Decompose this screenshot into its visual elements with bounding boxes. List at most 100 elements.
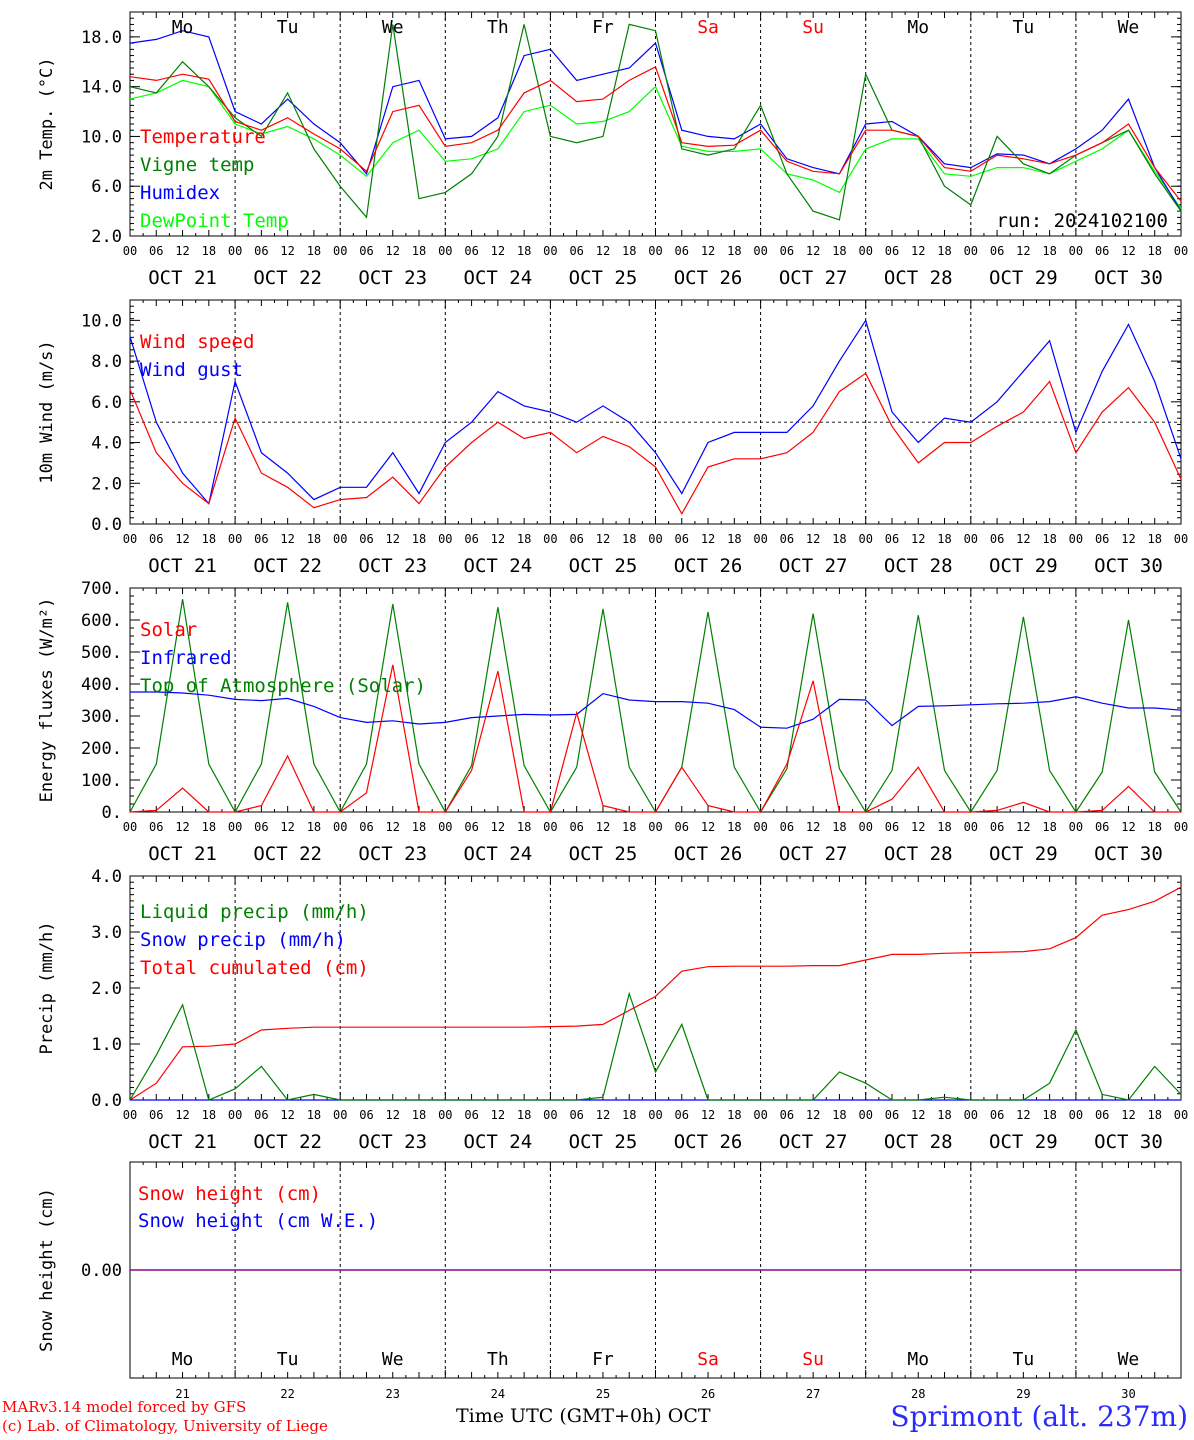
- hour-tick-label: 00: [333, 244, 347, 258]
- hour-tick-label: 18: [307, 532, 321, 546]
- legend-entry: Vigne temp: [140, 154, 254, 176]
- hour-tick-label: 00: [333, 820, 347, 834]
- hour-tick-label: 00: [228, 820, 242, 834]
- hour-tick-label: 12: [491, 532, 505, 546]
- y-axis-label: 2m Temp. (°C): [37, 57, 57, 190]
- hour-tick-label: 06: [464, 1108, 478, 1122]
- date-label: OCT 24: [464, 843, 533, 865]
- hour-tick-label: 18: [307, 1108, 321, 1122]
- hour-tick-label: 00: [858, 1108, 872, 1122]
- hour-tick-label: 00: [858, 820, 872, 834]
- date-label: OCT 22: [253, 843, 322, 865]
- date-label: OCT 25: [569, 1131, 638, 1153]
- hour-tick-label: 12: [386, 1108, 400, 1122]
- y-tick-label: 3.0: [91, 923, 122, 943]
- hour-tick-label: 06: [569, 532, 583, 546]
- hour-tick-label: 18: [1042, 1108, 1056, 1122]
- y-tick-label: 8.0: [91, 352, 122, 372]
- date-label: OCT 30: [1094, 267, 1163, 289]
- weekday-label-bottom: We: [1118, 1349, 1140, 1370]
- hour-tick-label: 00: [1174, 532, 1188, 546]
- hour-tick-label: 06: [675, 244, 689, 258]
- hour-tick-label: 12: [806, 244, 820, 258]
- legend-entry: Snow height (cm): [138, 1183, 321, 1205]
- hour-tick-label: 18: [1042, 244, 1056, 258]
- y-axis-label: 10m Wind (m/s): [37, 340, 57, 483]
- hour-tick-label: 12: [175, 1108, 189, 1122]
- legend-entry: Temperature: [140, 126, 266, 148]
- hour-tick-label: 06: [675, 820, 689, 834]
- series-line-humidex: [129, 30, 1182, 212]
- hour-tick-label: 06: [464, 244, 478, 258]
- day-number-label: 21: [175, 1387, 189, 1401]
- hour-tick-label: 12: [911, 820, 925, 834]
- hour-tick-label: 06: [254, 244, 268, 258]
- date-label: OCT 29: [989, 267, 1058, 289]
- weekday-label: Su: [802, 17, 824, 38]
- hour-tick-label: 00: [1069, 532, 1083, 546]
- hour-tick-label: 06: [780, 532, 794, 546]
- y-tick-label: 0.: [102, 803, 122, 823]
- hour-tick-label: 00: [123, 244, 137, 258]
- hour-tick-label: 00: [1069, 1108, 1083, 1122]
- hour-tick-label: 06: [359, 244, 373, 258]
- weekday-label-bottom: Su: [802, 1349, 824, 1370]
- weekday-label: We: [382, 17, 404, 38]
- hour-tick-label: 06: [675, 1108, 689, 1122]
- hour-tick-label: 00: [543, 1108, 557, 1122]
- date-label: OCT 27: [779, 843, 848, 865]
- weekday-label-bottom: Th: [487, 1349, 509, 1370]
- hour-tick-label: 06: [149, 820, 163, 834]
- weekday-label-bottom: Mo: [907, 1349, 929, 1370]
- weekday-label-bottom: Tu: [1013, 1349, 1035, 1370]
- hour-tick-label: 12: [596, 244, 610, 258]
- date-label: OCT 22: [253, 555, 322, 577]
- hour-tick-label: 18: [727, 244, 741, 258]
- hour-tick-label: 00: [1069, 244, 1083, 258]
- hour-tick-label: 18: [727, 1108, 741, 1122]
- hour-tick-label: 18: [1147, 532, 1161, 546]
- hour-tick-label: 18: [412, 1108, 426, 1122]
- hour-tick-label: 00: [228, 244, 242, 258]
- weekday-label: Mo: [907, 17, 929, 38]
- hour-tick-label: 12: [1121, 1108, 1135, 1122]
- weekday-label: We: [1118, 17, 1140, 38]
- date-label: OCT 22: [253, 267, 322, 289]
- hour-tick-label: 00: [964, 244, 978, 258]
- hour-tick-label: 06: [1095, 820, 1109, 834]
- hour-tick-label: 18: [1147, 1108, 1161, 1122]
- hour-tick-label: 12: [1016, 244, 1030, 258]
- hour-tick-label: 18: [622, 244, 636, 258]
- y-tick-label: 500.: [81, 643, 122, 663]
- hour-tick-label: 00: [228, 532, 242, 546]
- hour-tick-label: 12: [1016, 1108, 1030, 1122]
- hour-tick-label: 12: [911, 244, 925, 258]
- credits-line-1: MARv3.14 model forced by GFS: [2, 1398, 247, 1416]
- hour-tick-label: 00: [543, 820, 557, 834]
- date-label: OCT 21: [148, 555, 217, 577]
- legend-entry: Infrared: [140, 647, 232, 669]
- date-label: OCT 28: [884, 1131, 953, 1153]
- hour-tick-label: 12: [911, 532, 925, 546]
- hour-tick-label: 12: [806, 820, 820, 834]
- legend-entry: Snow precip (mm/h): [140, 929, 346, 951]
- hour-tick-label: 06: [885, 532, 899, 546]
- date-label: OCT 27: [779, 267, 848, 289]
- y-tick-label: 600.: [81, 611, 122, 631]
- hour-tick-label: 12: [806, 532, 820, 546]
- hour-tick-label: 00: [1069, 820, 1083, 834]
- date-label: OCT 21: [148, 267, 217, 289]
- hour-tick-label: 12: [806, 1108, 820, 1122]
- hour-tick-label: 18: [937, 532, 951, 546]
- date-label: OCT 23: [358, 1131, 427, 1153]
- series-line-solar: [129, 664, 1181, 813]
- hour-tick-label: 12: [701, 820, 715, 834]
- date-label: OCT 26: [674, 843, 743, 865]
- day-number-label: 30: [1121, 1387, 1135, 1401]
- y-axis-label: Precip (mm/h): [37, 921, 57, 1054]
- day-number-label: 26: [701, 1387, 715, 1401]
- hour-tick-label: 12: [386, 244, 400, 258]
- hour-tick-label: 12: [911, 1108, 925, 1122]
- hour-tick-label: 00: [123, 1108, 137, 1122]
